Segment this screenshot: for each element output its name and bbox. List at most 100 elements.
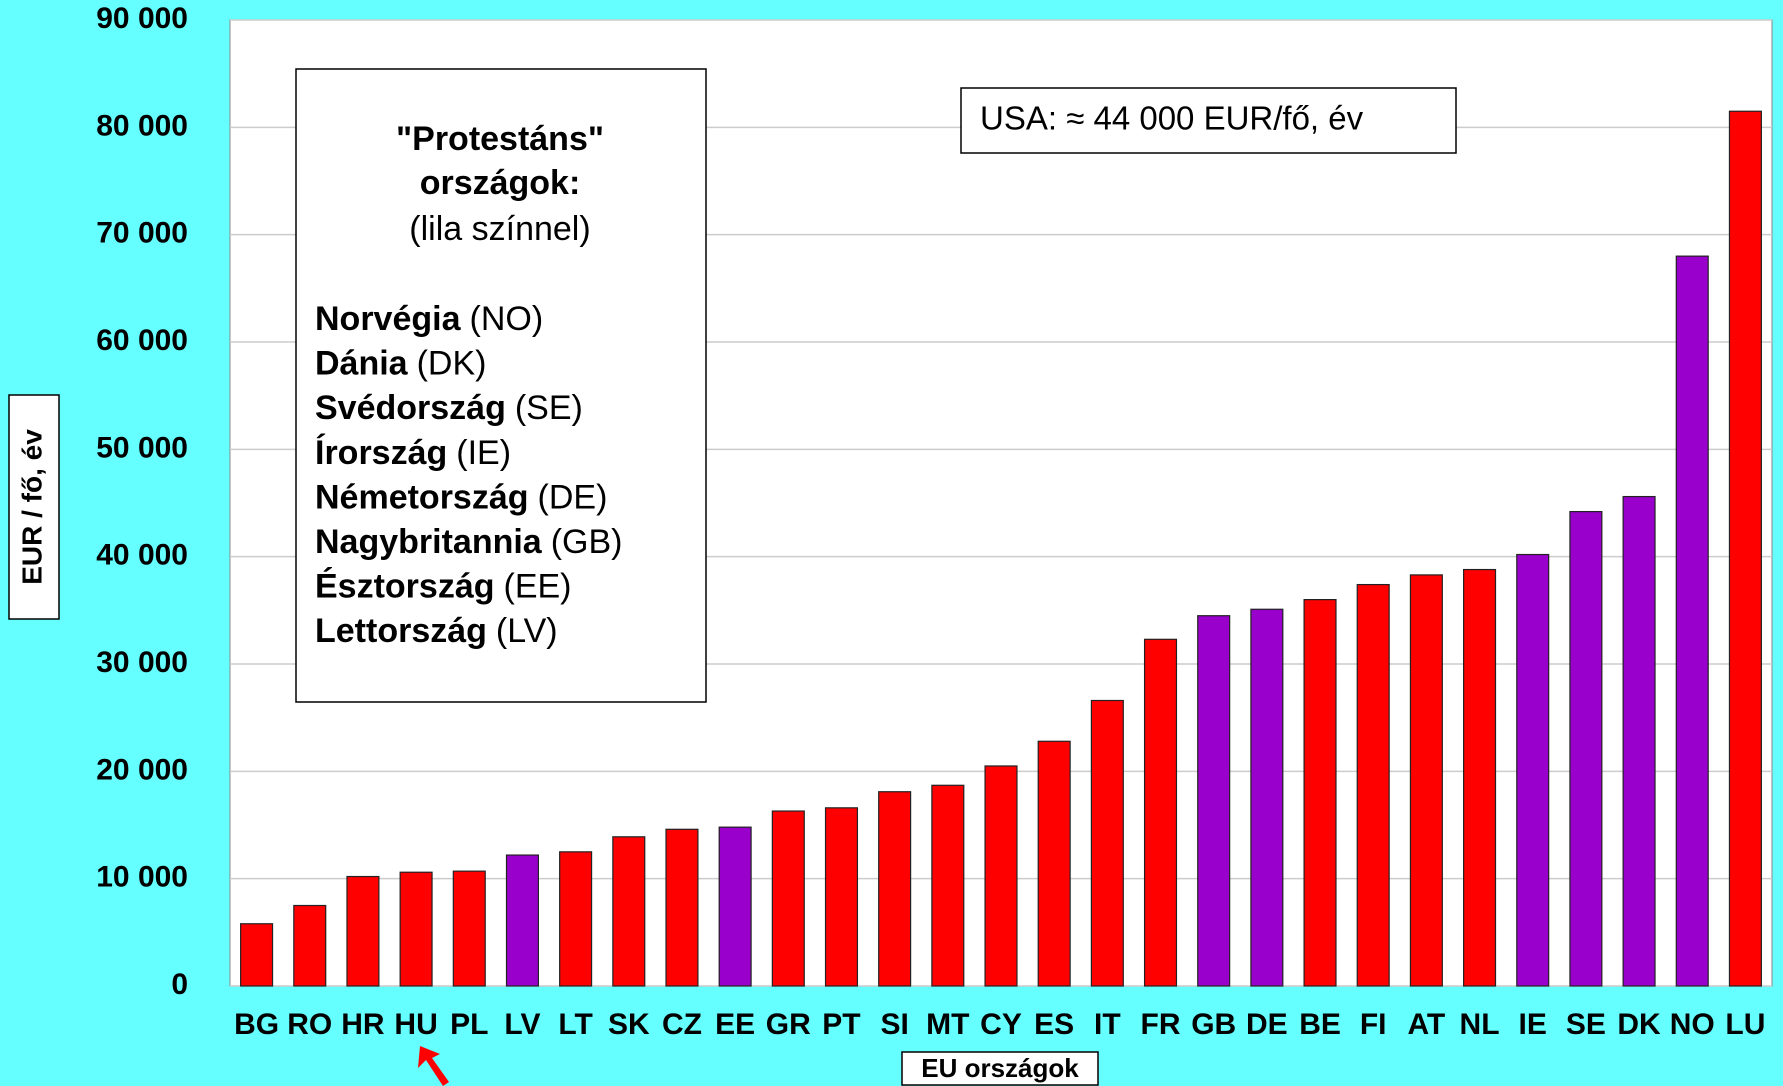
x-tick-label: ES — [1034, 1008, 1074, 1041]
bar — [931, 784, 965, 987]
x-tick-label: LU — [1725, 1008, 1765, 1041]
bar — [1356, 583, 1390, 987]
bar — [240, 923, 274, 987]
bar — [1622, 495, 1656, 987]
note-title: "Protestáns" — [396, 120, 604, 158]
country-code: (IE) — [456, 434, 511, 472]
country-name: Svédország — [315, 389, 506, 427]
note-item: Németország (DE) — [315, 478, 607, 516]
x-tick-label: BG — [234, 1008, 279, 1041]
x-label-box — [901, 1051, 1099, 1086]
bar — [878, 791, 912, 987]
x-tick-label: LT — [558, 1008, 592, 1041]
note-items: Norvégia (NO)Dánia (DK)Svédország (SE)Írors… — [315, 300, 623, 650]
country-code: (SE) — [515, 389, 583, 427]
y-tick-label: 40 000 — [96, 539, 188, 572]
note-item: Lettország (LV) — [315, 612, 558, 650]
x-tick-label: LV — [504, 1008, 540, 1041]
note-item: Írország (IE) — [315, 434, 511, 472]
x-tick-label: SE — [1566, 1008, 1606, 1041]
y-tick-label: 0 — [171, 968, 188, 1001]
bar — [1250, 608, 1284, 987]
bar — [452, 870, 486, 987]
bar — [293, 904, 327, 987]
x-tick-label: FR — [1141, 1008, 1181, 1041]
bar — [1675, 255, 1709, 987]
bar — [824, 807, 859, 987]
x-tick-label: EE — [715, 1008, 755, 1041]
y-tick-label: 80 000 — [96, 109, 188, 142]
bar — [1090, 699, 1124, 987]
y-axis-label: EUR / fő, év — [16, 429, 47, 585]
bar — [1728, 110, 1762, 987]
country-code: (DE) — [538, 478, 608, 516]
x-tick-label: HR — [341, 1008, 385, 1041]
x-tick-label: PT — [822, 1008, 860, 1041]
bar — [665, 828, 699, 987]
bar — [771, 810, 805, 987]
x-tick-label: GR — [766, 1008, 811, 1041]
country-name: Lettország — [315, 612, 487, 650]
bar — [346, 875, 380, 987]
country-name: Németország — [315, 478, 529, 516]
y-tick-label: 90 000 — [96, 2, 188, 35]
bar — [1569, 510, 1603, 987]
bar — [1303, 598, 1337, 987]
x-tick-label: IE — [1519, 1008, 1547, 1041]
bar — [559, 851, 593, 987]
x-tick-label: DE — [1246, 1008, 1288, 1041]
x-tick-label: RO — [287, 1008, 332, 1041]
country-name: Írország — [315, 434, 447, 472]
x-tick-label: HU — [394, 1008, 437, 1041]
bar — [1516, 553, 1550, 987]
x-axis-label: EU országok — [921, 1053, 1079, 1083]
y-tick-label: 20 000 — [96, 753, 188, 786]
note-subtitle: (lila színnel) — [409, 210, 590, 248]
country-code: (NO) — [470, 300, 544, 338]
x-tick-label: FI — [1360, 1008, 1387, 1041]
x-tick-label: PL — [450, 1008, 488, 1041]
country-code: (GB) — [551, 523, 623, 561]
note-item: Norvégia (NO) — [315, 300, 543, 338]
note-item: Dánia (DK) — [315, 345, 486, 383]
annotation-box — [960, 87, 1457, 154]
bar — [1409, 574, 1443, 987]
bar — [718, 826, 752, 987]
bars — [240, 110, 1762, 987]
arrow — [418, 1046, 449, 1086]
x-tick-label: GB — [1191, 1008, 1236, 1041]
y-tick-label: 60 000 — [96, 324, 188, 357]
x-tick-label: DK — [1617, 1008, 1661, 1041]
bar — [612, 836, 646, 987]
y-tick-label: 50 000 — [96, 431, 188, 464]
x-tick-label: IT — [1094, 1008, 1121, 1041]
annotation: USA: ≈ 44 000 EUR/fő, év — [980, 100, 1364, 137]
country-code: (LV) — [496, 612, 558, 650]
y-tick-label: 70 000 — [96, 217, 188, 250]
country-name: Nagybritannia — [315, 523, 543, 561]
x-tick-label: CZ — [662, 1008, 702, 1041]
y-label-box — [8, 394, 60, 620]
note-box — [295, 68, 707, 703]
x-tick-label: AT — [1407, 1008, 1445, 1041]
bar — [1143, 638, 1178, 987]
bar — [1037, 740, 1071, 987]
x-tick-label: NO — [1670, 1008, 1715, 1041]
bar — [399, 871, 433, 987]
country-name: Norvégia — [315, 300, 462, 338]
x-tick-label: CY — [980, 1008, 1022, 1041]
country-name: Dánia — [315, 345, 409, 383]
note-item: Svédország (SE) — [315, 389, 583, 427]
country-code: (DK) — [417, 345, 487, 383]
x-tick-label: NL — [1460, 1008, 1500, 1041]
note-item: Nagybritannia (GB) — [315, 523, 623, 561]
country-code: (EE) — [504, 568, 572, 606]
x-tick-label: MT — [926, 1008, 969, 1041]
note-title: országok: — [420, 164, 581, 202]
y-tick-label: 10 000 — [96, 861, 188, 894]
country-name: Észtország — [315, 568, 495, 606]
y-tick-label: 30 000 — [96, 646, 188, 679]
bar — [1462, 568, 1497, 987]
x-tick-label: SK — [608, 1008, 650, 1041]
